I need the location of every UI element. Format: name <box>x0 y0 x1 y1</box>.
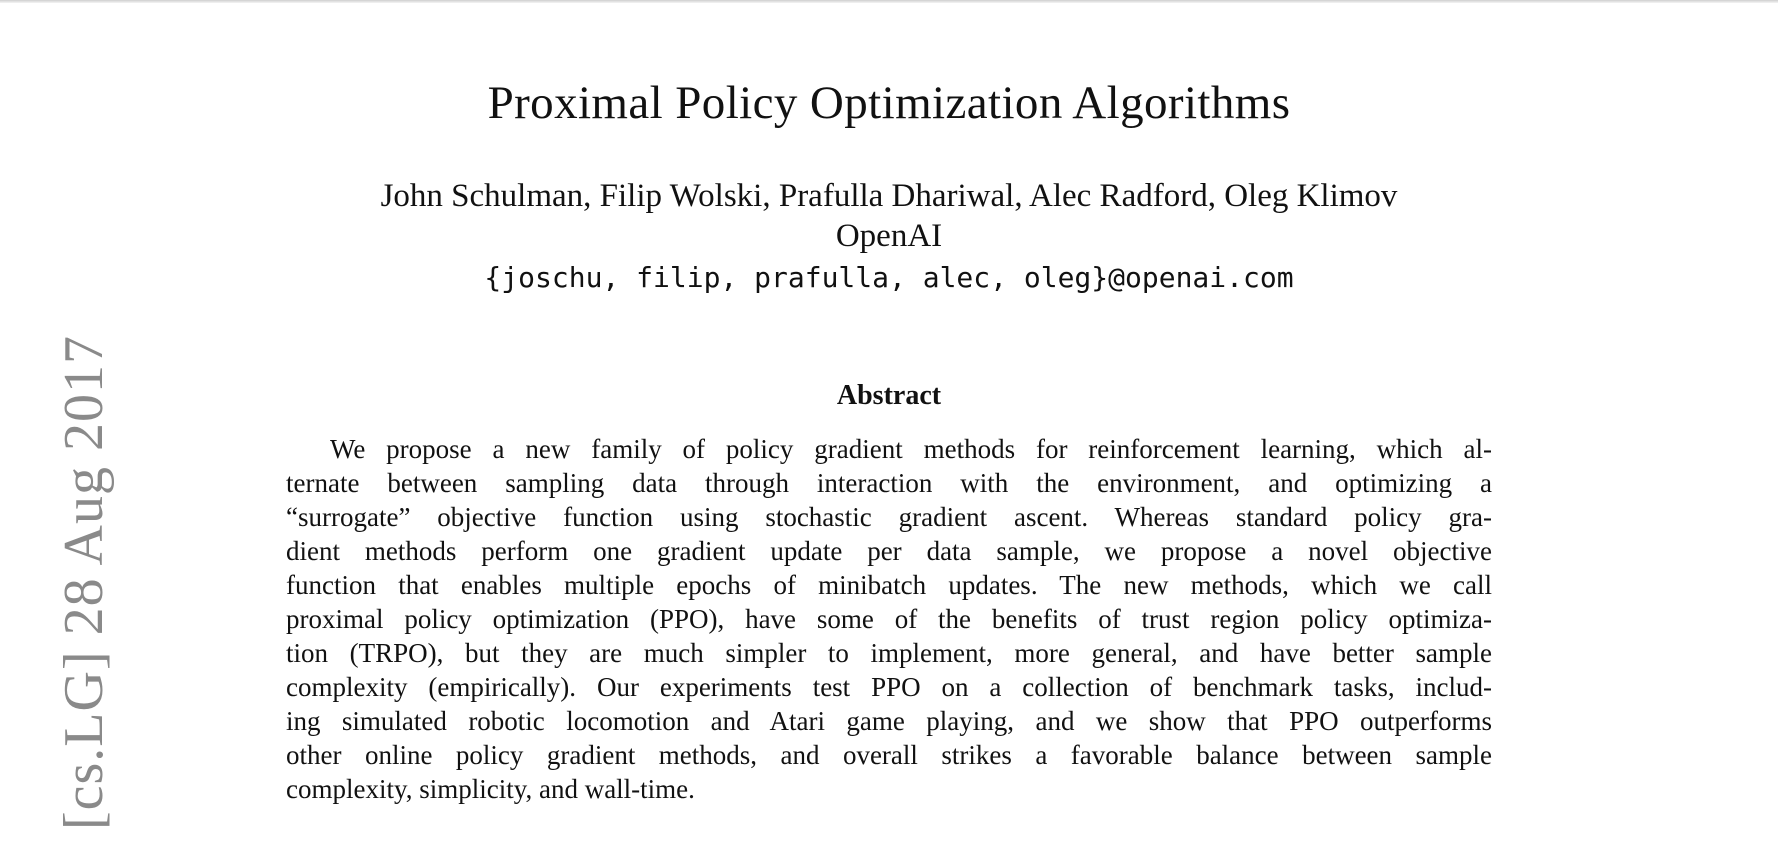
abstract-line: We propose a new family of policy gradie… <box>330 434 1492 464</box>
abstract-line: “surrogate” objective function using sto… <box>286 502 1492 532</box>
abstract-line: proximal policy optimization (PPO), have… <box>286 604 1492 634</box>
abstract-line: other online policy gradient methods, an… <box>286 740 1492 770</box>
abstract-line: function that enables multiple epochs of… <box>286 570 1492 600</box>
author-list: John Schulman, Filip Wolski, Prafulla Dh… <box>380 178 1398 214</box>
page-top-edge <box>0 0 1778 3</box>
abstract-line: tion (TRPO), but they are much simpler t… <box>286 638 1492 668</box>
affiliation: OpenAI <box>835 218 943 254</box>
abstract-heading: Abstract <box>836 380 942 411</box>
abstract-line: complexity, simplicity, and wall-time. <box>286 774 695 804</box>
abstract-body: We propose a new family of policy gradie… <box>286 432 1492 806</box>
abstract-line: ternate between sampling data through in… <box>286 468 1492 498</box>
paper-title: Proximal Policy Optimization Algorithms <box>487 77 1291 129</box>
abstract-line: ing simulated robotic locomotion and Ata… <box>286 706 1492 736</box>
author-emails: {joschu, filip, prafulla, alec, oleg}@op… <box>484 261 1294 294</box>
abstract-line: dient methods perform one gradient updat… <box>286 536 1492 566</box>
abstract-line: complexity (empirically). Our experiment… <box>286 672 1492 702</box>
